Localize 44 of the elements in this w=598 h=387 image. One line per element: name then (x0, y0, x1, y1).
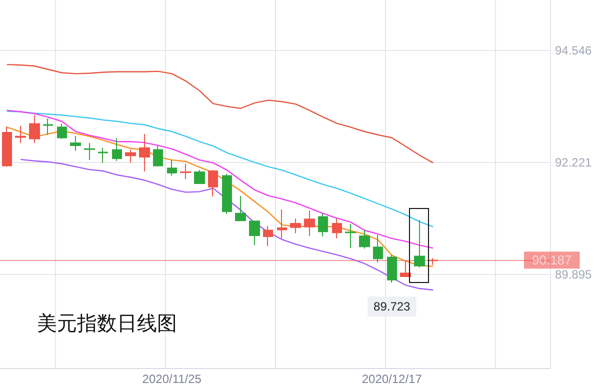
candlestick (414, 220, 425, 268)
candlestick (290, 218, 301, 234)
candlestick (29, 114, 40, 144)
candlestick (373, 234, 383, 264)
candlestick (57, 123, 67, 140)
candlestick (249, 220, 260, 246)
candlestick (428, 258, 438, 266)
candlestick (194, 170, 205, 184)
candlestick (208, 170, 218, 198)
x-tick-label: 2020/11/25 (142, 372, 202, 386)
x-tick-label: 2020/12/17 (362, 372, 422, 386)
line-series (20, 158, 434, 291)
candlestick (112, 138, 122, 162)
candlestick (359, 230, 370, 250)
candlestick (332, 218, 342, 239)
line-series (6, 110, 434, 228)
candlestick (98, 147, 108, 164)
candlestick (345, 223, 356, 249)
candlestick (277, 209, 287, 239)
ref-line-label: 90.187 (532, 252, 572, 268)
y-tick-label: 89.895 (555, 267, 592, 282)
candlestick (125, 149, 136, 164)
candlestick (180, 163, 191, 180)
line-series (6, 64, 434, 164)
annotation: 89.723 (374, 300, 411, 314)
candlestick (139, 133, 150, 172)
candlestick (2, 126, 12, 168)
candlestick (400, 261, 411, 277)
candlestick (70, 135, 81, 152)
candlestick (43, 118, 53, 136)
candlestick (263, 225, 273, 247)
candlestick (235, 196, 246, 222)
candlestick (387, 254, 397, 284)
line-series (6, 110, 434, 249)
candlestick (84, 142, 95, 160)
candlestick (15, 125, 26, 144)
text: 美元指数日线图 (37, 311, 177, 335)
candlestick (222, 173, 232, 214)
y-tick-label: 92.221 (555, 155, 592, 170)
y-tick-label: 94.546 (555, 43, 592, 58)
candlestick (153, 145, 163, 168)
candlestick (167, 159, 177, 176)
candlestick (304, 210, 315, 237)
candlestick (318, 212, 328, 238)
